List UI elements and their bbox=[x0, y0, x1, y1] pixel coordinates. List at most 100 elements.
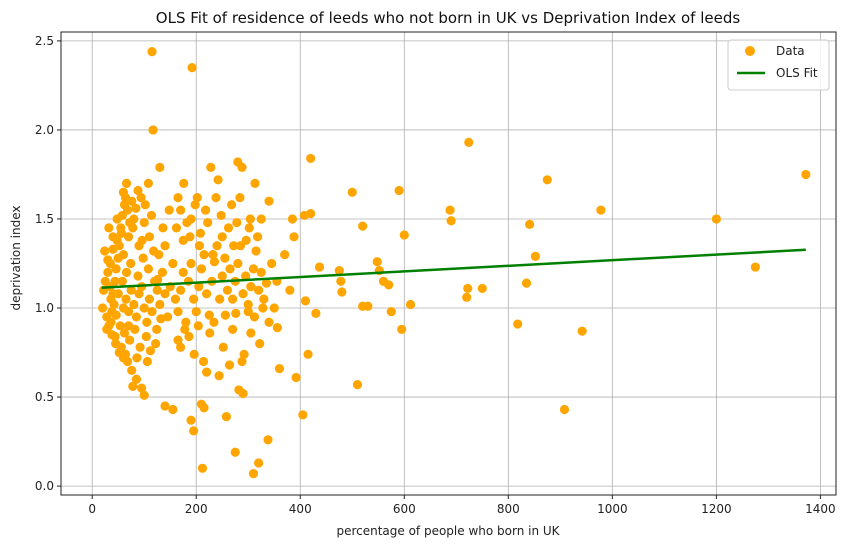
data-point bbox=[144, 294, 155, 304]
y-tick-label: 0.5 bbox=[35, 390, 54, 404]
data-point bbox=[542, 175, 552, 185]
data-point bbox=[446, 216, 456, 226]
data-point bbox=[182, 217, 192, 228]
data-point bbox=[245, 214, 255, 224]
data-point bbox=[291, 372, 301, 383]
data-point bbox=[195, 228, 205, 238]
data-point bbox=[148, 125, 158, 135]
data-point bbox=[144, 232, 155, 242]
data-point bbox=[98, 303, 108, 313]
data-point bbox=[256, 267, 266, 278]
data-point bbox=[352, 379, 363, 390]
data-point bbox=[147, 46, 157, 57]
data-point bbox=[180, 324, 190, 334]
data-point bbox=[103, 255, 113, 265]
data-point bbox=[241, 271, 251, 281]
data-point bbox=[120, 349, 131, 359]
data-point bbox=[139, 303, 149, 313]
data-point bbox=[131, 374, 142, 384]
data-point bbox=[221, 412, 232, 422]
x-tick-label: 0 bbox=[88, 502, 96, 516]
data-point bbox=[128, 381, 138, 391]
x-tick-label: 1400 bbox=[805, 502, 836, 516]
data-point bbox=[102, 324, 112, 334]
data-point bbox=[216, 210, 226, 221]
data-point bbox=[131, 203, 141, 213]
data-point bbox=[199, 249, 209, 260]
data-point bbox=[145, 346, 156, 356]
data-point bbox=[126, 285, 136, 295]
data-point bbox=[143, 264, 153, 274]
data-point bbox=[168, 404, 178, 415]
data-point bbox=[178, 267, 188, 278]
data-point bbox=[191, 306, 201, 317]
data-point bbox=[124, 232, 134, 242]
data-point bbox=[189, 426, 199, 436]
data-point bbox=[153, 274, 163, 285]
data-point bbox=[132, 353, 142, 363]
data-point bbox=[179, 178, 189, 188]
data-point bbox=[239, 349, 249, 359]
data-point bbox=[187, 63, 197, 73]
x-tick-label: 400 bbox=[289, 502, 312, 516]
data-point bbox=[128, 223, 138, 233]
data-point bbox=[108, 289, 118, 299]
data-point bbox=[158, 223, 168, 233]
data-point bbox=[299, 210, 310, 221]
data-point bbox=[280, 249, 290, 260]
legend-label-data: Data bbox=[776, 44, 805, 58]
data-point bbox=[228, 294, 238, 304]
data-point bbox=[253, 232, 263, 242]
data-point bbox=[217, 271, 227, 281]
x-axis-label: percentage of people who born in UK bbox=[336, 524, 560, 538]
y-tick-label: 1.0 bbox=[35, 301, 54, 315]
data-point bbox=[215, 294, 225, 304]
data-point bbox=[151, 339, 161, 349]
y-tick-label: 2.0 bbox=[35, 123, 54, 137]
data-point bbox=[220, 310, 230, 320]
data-point bbox=[138, 253, 148, 263]
data-point bbox=[205, 328, 215, 338]
data-point bbox=[577, 326, 587, 336]
data-point bbox=[358, 221, 368, 231]
data-point bbox=[139, 390, 149, 400]
data-point bbox=[521, 278, 532, 288]
data-point bbox=[272, 323, 282, 333]
x-tick-label: 1200 bbox=[701, 502, 732, 516]
data-point bbox=[194, 282, 204, 292]
data-point bbox=[229, 241, 239, 251]
data-point bbox=[141, 331, 151, 342]
data-point bbox=[160, 401, 170, 411]
data-point bbox=[110, 331, 120, 342]
data-point bbox=[189, 349, 199, 359]
data-point bbox=[140, 200, 150, 210]
data-point bbox=[171, 223, 182, 233]
data-point bbox=[155, 162, 165, 172]
data-point bbox=[241, 235, 251, 245]
data-point bbox=[211, 193, 221, 203]
data-point bbox=[155, 299, 165, 310]
data-point bbox=[104, 223, 114, 233]
data-point bbox=[228, 324, 238, 334]
data-point bbox=[160, 289, 170, 299]
data-point bbox=[100, 246, 110, 256]
axis-ticks: 0 200 400 600 800 1000 1200 1400 0.0 0.5 1.0 1.5 2.0… bbox=[35, 34, 836, 516]
data-point bbox=[525, 219, 535, 229]
x-tick-label: 200 bbox=[185, 502, 208, 516]
data-point bbox=[197, 463, 208, 473]
data-point bbox=[116, 228, 126, 238]
data-point bbox=[202, 289, 212, 299]
data-point bbox=[251, 246, 261, 256]
data-point bbox=[170, 294, 181, 304]
data-point bbox=[118, 187, 129, 197]
data-point bbox=[530, 251, 540, 261]
data-point bbox=[133, 185, 143, 196]
data-point bbox=[224, 360, 235, 370]
data-point bbox=[186, 415, 196, 425]
data-point bbox=[289, 232, 299, 242]
data-point bbox=[250, 178, 260, 188]
data-point bbox=[157, 267, 168, 278]
data-point bbox=[596, 205, 606, 215]
data-point bbox=[129, 299, 139, 310]
